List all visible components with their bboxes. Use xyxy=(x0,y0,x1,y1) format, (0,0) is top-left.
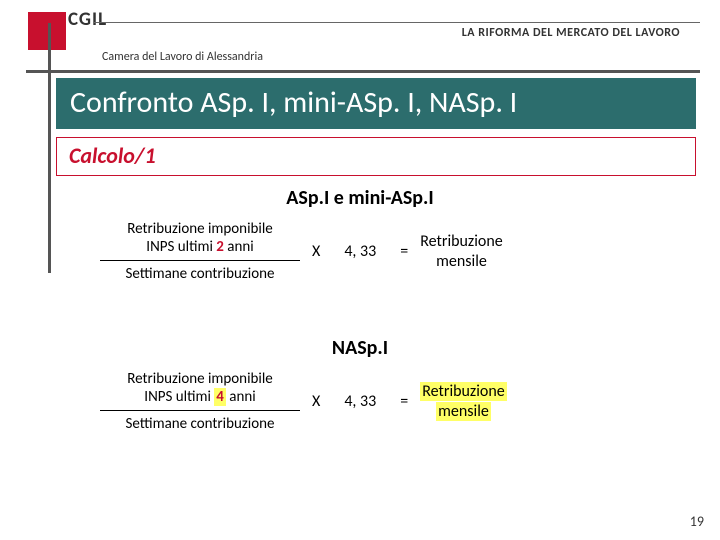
equals-op: = xyxy=(400,242,408,261)
multiply-op: X xyxy=(312,392,320,411)
formula2-numerator: Retribuzione imponibile INPS ultimi 4 an… xyxy=(127,366,273,410)
formula2-num-prefix: INPS ultimi xyxy=(144,388,214,406)
logo-text: CGIL xyxy=(68,8,107,31)
formula2-num-suffix: anni xyxy=(226,388,256,406)
formula1-numerator: Retribuzione imponibile INPS ultimi 2 an… xyxy=(127,216,273,260)
factor: 4, 33 xyxy=(344,242,376,261)
result-line2: mensile xyxy=(436,252,487,271)
formula2-result: Retribuzione mensile xyxy=(420,382,507,420)
slide-header: CGIL LA RIFORMA DEL MERCATO DEL LAVORO xyxy=(0,0,720,54)
formula1-num-line1: Retribuzione imponibile xyxy=(127,220,273,238)
header-subtitle: Camera del Lavoro di Alessandria xyxy=(102,50,263,64)
formula2-years: 4 xyxy=(214,388,226,406)
formula1-num-prefix: INPS ultimi xyxy=(146,238,216,256)
formula1-years: 2 xyxy=(216,238,224,256)
result-line1: Retribuzione xyxy=(420,232,503,251)
formula1-fraction: Retribuzione imponibile INPS ultimi 2 an… xyxy=(100,216,300,287)
formula1-title: ASp.I e mini-ASp.I xyxy=(0,186,720,210)
logo-square-icon xyxy=(28,12,66,50)
header-divider xyxy=(94,22,700,23)
equals-op: = xyxy=(400,392,408,411)
multiply-op: X xyxy=(312,242,320,261)
header-title: LA RIFORMA DEL MERCATO DEL LAVORO xyxy=(462,26,680,40)
horizontal-rule xyxy=(26,70,700,73)
formula2-title: NASp.I xyxy=(0,336,720,360)
result-line2: mensile xyxy=(436,402,491,421)
section-label: Calcolo/1 xyxy=(69,142,156,169)
result-line1: Retribuzione xyxy=(420,382,507,401)
formula1: Retribuzione imponibile INPS ultimi 2 an… xyxy=(100,216,660,287)
formula2-denominator: Settimane contribuzione xyxy=(126,411,275,437)
formula2-fraction: Retribuzione imponibile INPS ultimi 4 an… xyxy=(100,366,300,437)
formula2-num-line1: Retribuzione imponibile xyxy=(127,370,273,388)
factor: 4, 33 xyxy=(344,392,376,411)
logo: CGIL xyxy=(28,6,107,50)
formula1-num-suffix: anni xyxy=(224,238,254,256)
formula1-denominator: Settimane contribuzione xyxy=(126,261,275,287)
formula2: Retribuzione imponibile INPS ultimi 4 an… xyxy=(100,366,660,437)
formula1-result: Retribuzione mensile xyxy=(420,232,503,270)
vertical-rule xyxy=(48,23,51,273)
page-number: 19 xyxy=(690,513,704,530)
section-box: Calcolo/1 xyxy=(56,137,696,176)
slide-title: Confronto ASp. I, mini-ASp. I, NASp. I xyxy=(56,78,696,129)
